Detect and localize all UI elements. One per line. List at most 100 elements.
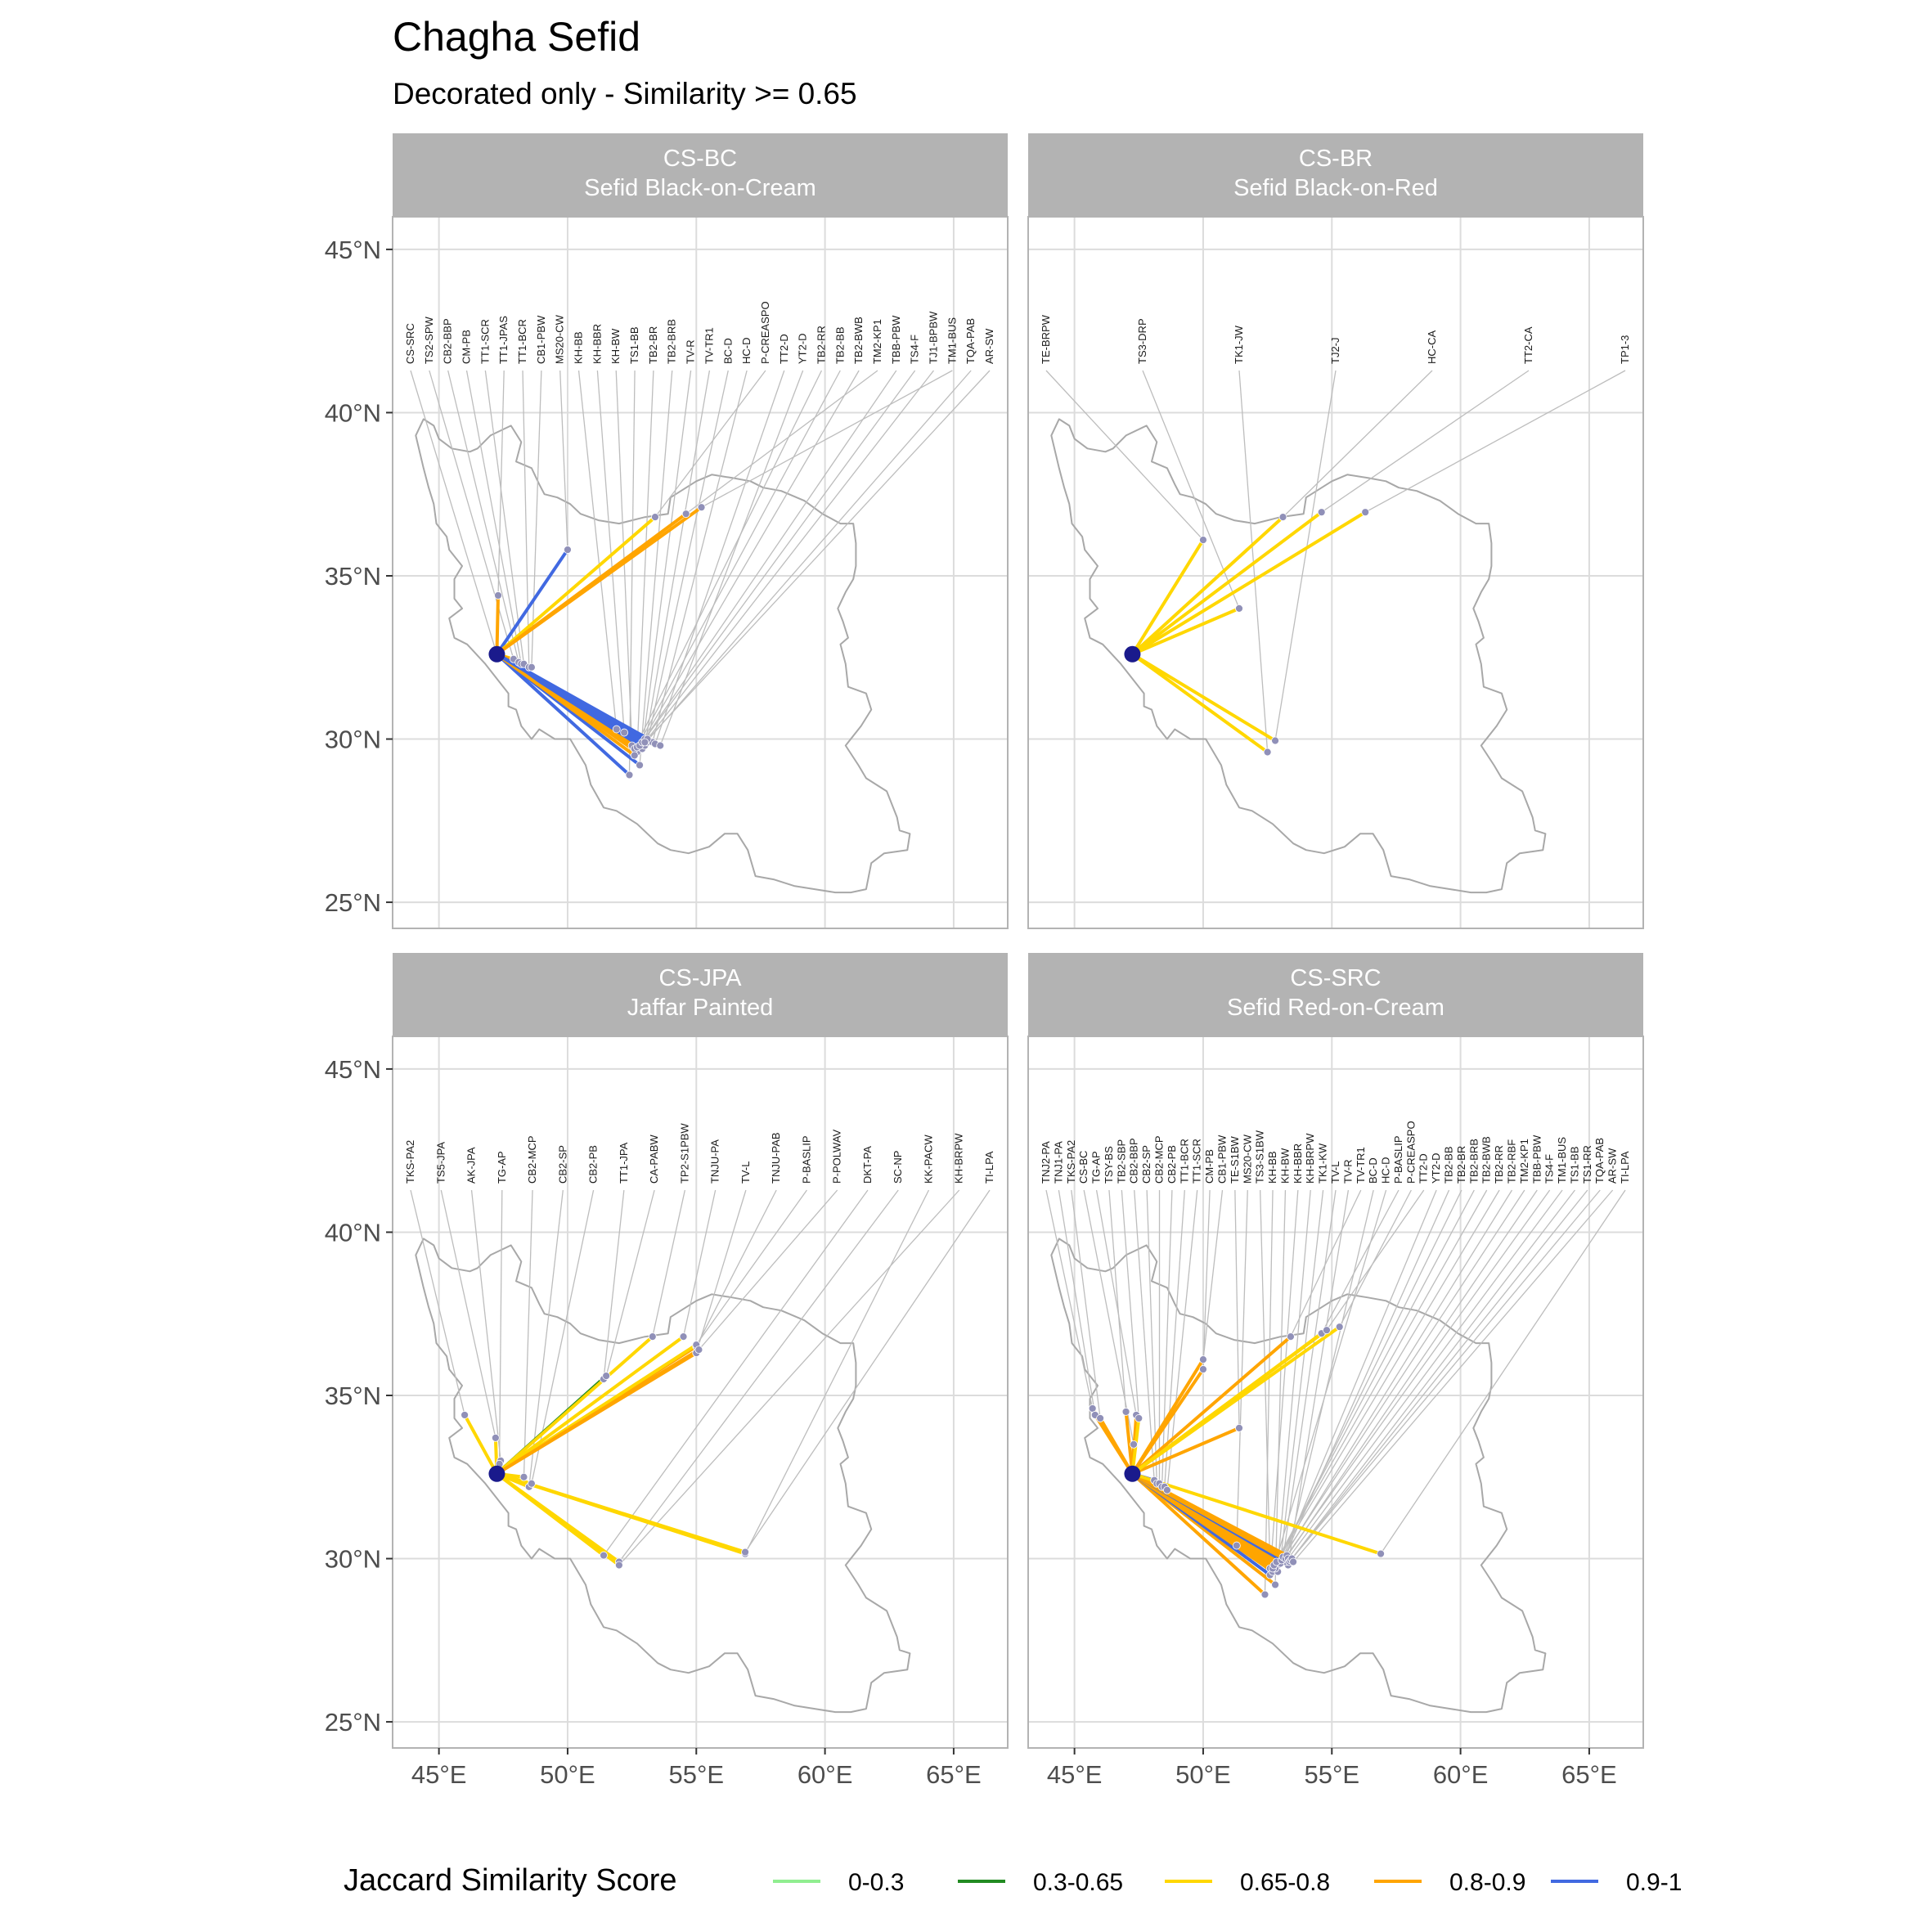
legend-item: 0.3-0.65 bbox=[958, 1869, 1123, 1896]
leader-line bbox=[646, 370, 729, 743]
leader-line bbox=[1282, 1189, 1525, 1557]
site-label: TT1-SCR bbox=[1191, 1139, 1203, 1184]
axes: 25°N 30°N 35°N 40°N 45°N 25°N 30°N 35°N 40°N 45°N… bbox=[325, 236, 1617, 1789]
similarity-link bbox=[495, 515, 657, 656]
site-point bbox=[1271, 1580, 1279, 1589]
leader-line bbox=[701, 370, 953, 508]
site-label: TM2-KP1 bbox=[871, 319, 883, 364]
strip-label: CS-BC bbox=[663, 146, 737, 172]
site-label: P-CREASPO bbox=[1404, 1121, 1417, 1184]
leader-line bbox=[498, 1189, 503, 1464]
leader-line bbox=[1286, 1189, 1551, 1556]
y-tick-label: 45°N bbox=[325, 1055, 381, 1084]
similarity-link bbox=[1130, 1471, 1383, 1556]
leader-line bbox=[1272, 1189, 1475, 1569]
leader-line bbox=[1095, 1189, 1137, 1416]
site-label: TM2-KP1 bbox=[1518, 1139, 1530, 1184]
leader-line bbox=[410, 370, 498, 654]
site-label: P-POLWAV bbox=[831, 1129, 843, 1184]
site-point bbox=[1271, 736, 1279, 745]
site-point bbox=[651, 513, 659, 522]
site-label: YT2-D bbox=[797, 333, 809, 364]
similarity-link bbox=[495, 1348, 701, 1476]
y-tick-label: 25°N bbox=[325, 888, 381, 917]
site-label: TB2-RR bbox=[815, 326, 827, 364]
site-label: CB2-SP bbox=[1140, 1145, 1152, 1184]
site-label: KH-BBR bbox=[591, 324, 603, 364]
site-point bbox=[1235, 604, 1243, 613]
strip-label: CS-SRC bbox=[1290, 965, 1381, 991]
site-point bbox=[519, 1472, 528, 1481]
strip-background bbox=[1028, 133, 1643, 217]
leader-line bbox=[603, 1189, 625, 1380]
legend-label: 0.3-0.65 bbox=[1033, 1869, 1123, 1896]
leader-line bbox=[744, 1189, 930, 1554]
leader-line bbox=[1321, 370, 1530, 513]
origin-point bbox=[1124, 1465, 1141, 1482]
site-label: TV-TR1 bbox=[703, 327, 715, 364]
site-label: HC-D bbox=[1380, 1157, 1392, 1184]
strip-label: CS-BR bbox=[1299, 146, 1373, 172]
site-label: YT2-D bbox=[1430, 1152, 1442, 1184]
leader-line bbox=[639, 370, 673, 766]
similarity-link bbox=[1130, 1426, 1242, 1476]
site-label: KH-BRPW bbox=[1304, 1133, 1316, 1184]
leader-line bbox=[695, 1189, 777, 1347]
site-label: TV-TR1 bbox=[1355, 1147, 1367, 1184]
leader-line bbox=[698, 1189, 838, 1350]
leader-line bbox=[523, 1189, 533, 1477]
site-label: P-BASLIP bbox=[1392, 1135, 1404, 1184]
leader-line bbox=[1279, 1189, 1437, 1564]
leader-line bbox=[605, 1189, 655, 1377]
legend-item: 0-0.3 bbox=[773, 1869, 904, 1896]
similarity-link bbox=[1130, 1328, 1328, 1476]
site-point bbox=[528, 663, 536, 672]
site-label: TT1-JPA bbox=[618, 1142, 630, 1184]
y-tick-label: 30°N bbox=[325, 1545, 381, 1574]
leader-line bbox=[634, 370, 972, 756]
leader-line bbox=[1283, 370, 1433, 518]
site-point bbox=[1323, 1326, 1331, 1335]
similarity-link bbox=[495, 1471, 748, 1554]
x-tick-label: 60°E bbox=[798, 1760, 853, 1789]
similarity-link bbox=[1130, 1358, 1205, 1476]
site-label: TM1-BUS bbox=[1556, 1137, 1568, 1184]
leader-line bbox=[1277, 1189, 1311, 1566]
country-outline bbox=[1050, 1238, 1547, 1714]
strip-background bbox=[393, 953, 1008, 1036]
site-point bbox=[494, 591, 502, 600]
site-point bbox=[656, 741, 665, 750]
strip-label: Jaffar Painted bbox=[627, 995, 773, 1021]
site-point bbox=[1317, 508, 1326, 517]
site-label: TB2-BWB bbox=[1480, 1136, 1493, 1184]
site-label: CB2-PB bbox=[587, 1145, 600, 1184]
origin-point bbox=[1124, 645, 1141, 663]
y-tick-label: 25°N bbox=[325, 1708, 381, 1737]
site-point bbox=[1096, 1414, 1105, 1422]
leader-line bbox=[1264, 1189, 1274, 1595]
leader-line bbox=[618, 1189, 960, 1566]
site-label: TI-LPA bbox=[983, 1151, 995, 1184]
leader-line bbox=[1326, 1189, 1425, 1331]
site-label: TK1-JW bbox=[1233, 325, 1245, 364]
leader-line bbox=[484, 370, 525, 664]
leader-line bbox=[1142, 370, 1240, 609]
country-outline bbox=[415, 1238, 911, 1714]
similarity-link bbox=[495, 505, 703, 656]
strip-label: Sefid Black-on-Cream bbox=[584, 175, 816, 201]
site-label: TS5-JPA bbox=[434, 1142, 447, 1184]
origin-point bbox=[488, 645, 505, 663]
similarity-link bbox=[495, 1471, 621, 1567]
leader-line bbox=[1045, 370, 1204, 541]
site-label: TJ2-J bbox=[1329, 338, 1341, 365]
site-label: CB2-MCP bbox=[526, 1135, 538, 1184]
site-label: TS1-BB bbox=[1568, 1146, 1580, 1184]
panel-background bbox=[1028, 217, 1643, 928]
site-label: TS2-SPW bbox=[423, 316, 435, 364]
leader-line bbox=[1273, 1189, 1488, 1566]
similarity-link bbox=[495, 548, 569, 656]
site-label: CB2-PB bbox=[1166, 1145, 1178, 1184]
leader-line bbox=[1058, 1189, 1096, 1416]
leader-line bbox=[410, 1189, 465, 1416]
